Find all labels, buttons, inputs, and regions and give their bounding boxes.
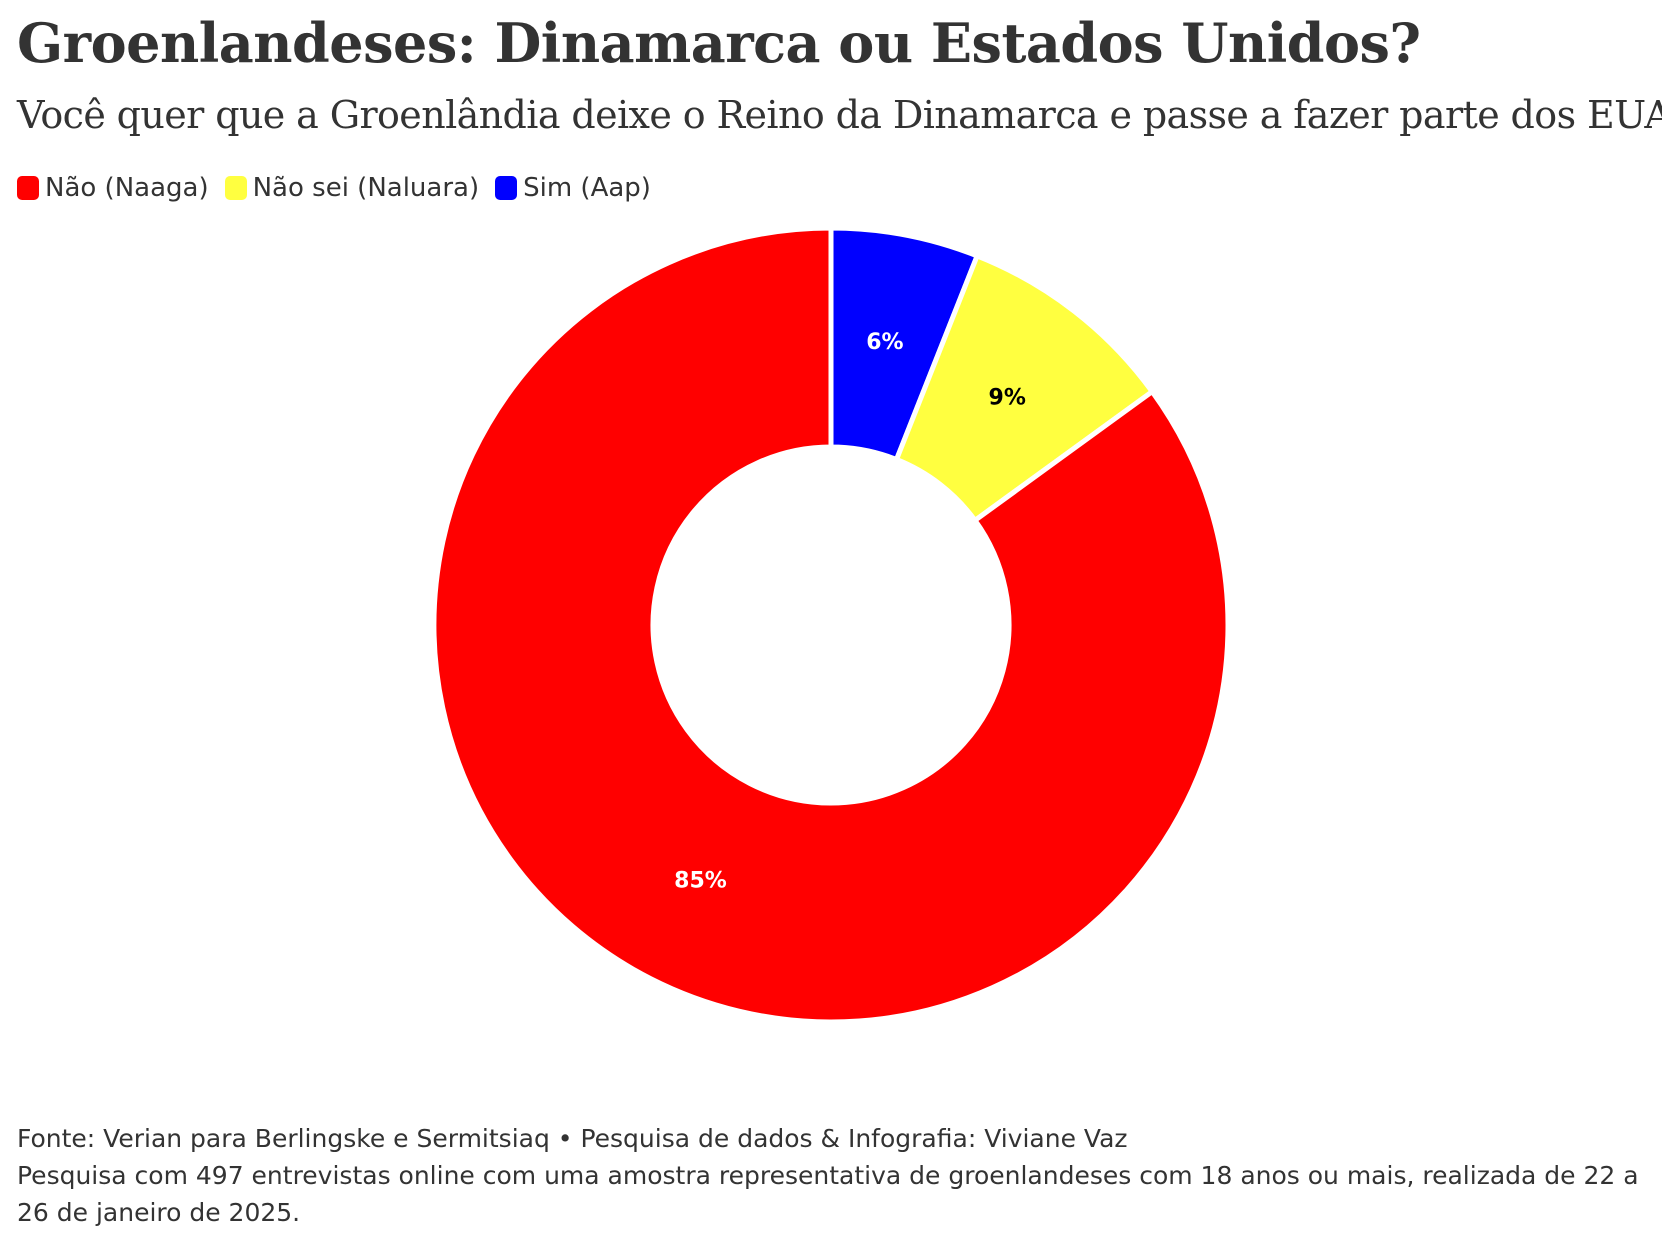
legend-label-nao: Não (Naaga) bbox=[45, 173, 209, 203]
footer-source: Fonte: Verian para Berlingske e Sermitsi… bbox=[17, 1124, 1128, 1153]
chart-subtitle: Você quer que a Groenlândia deixe o Rein… bbox=[17, 93, 1662, 137]
chart-title: Groenlandeses: Dinamarca ou Estados Unid… bbox=[17, 11, 1421, 75]
legend-swatch-nao bbox=[17, 176, 39, 200]
legend-item-sim[interactable]: Sim (Aap) bbox=[495, 173, 651, 203]
donut-chart: 6% 9% 85% bbox=[431, 225, 1231, 1025]
legend: Não (Naaga) Não sei (Naluara) Sim (Aap) bbox=[17, 168, 667, 208]
footer: Fonte: Verian para Berlingske e Sermitsi… bbox=[17, 1120, 1647, 1231]
donut-slices bbox=[431, 225, 1231, 1025]
legend-item-nao-sei[interactable]: Não sei (Naluara) bbox=[224, 173, 480, 203]
donut-label-1: 9% bbox=[989, 385, 1026, 410]
legend-label-nao-sei: Não sei (Naluara) bbox=[252, 173, 480, 203]
legend-swatch-sim bbox=[495, 176, 518, 200]
legend-label-sim: Sim (Aap) bbox=[523, 173, 651, 203]
donut-labels: 6% 9% 85% bbox=[674, 330, 1026, 894]
donut-label-0: 6% bbox=[866, 330, 903, 355]
legend-item-nao[interactable]: Não (Naaga) bbox=[17, 173, 209, 203]
footer-note: Pesquisa com 497 entrevistas online com … bbox=[17, 1161, 1639, 1227]
donut-slice-2[interactable] bbox=[431, 225, 1231, 1025]
donut-label-2: 85% bbox=[674, 869, 727, 894]
legend-swatch-nao-sei bbox=[224, 176, 247, 200]
